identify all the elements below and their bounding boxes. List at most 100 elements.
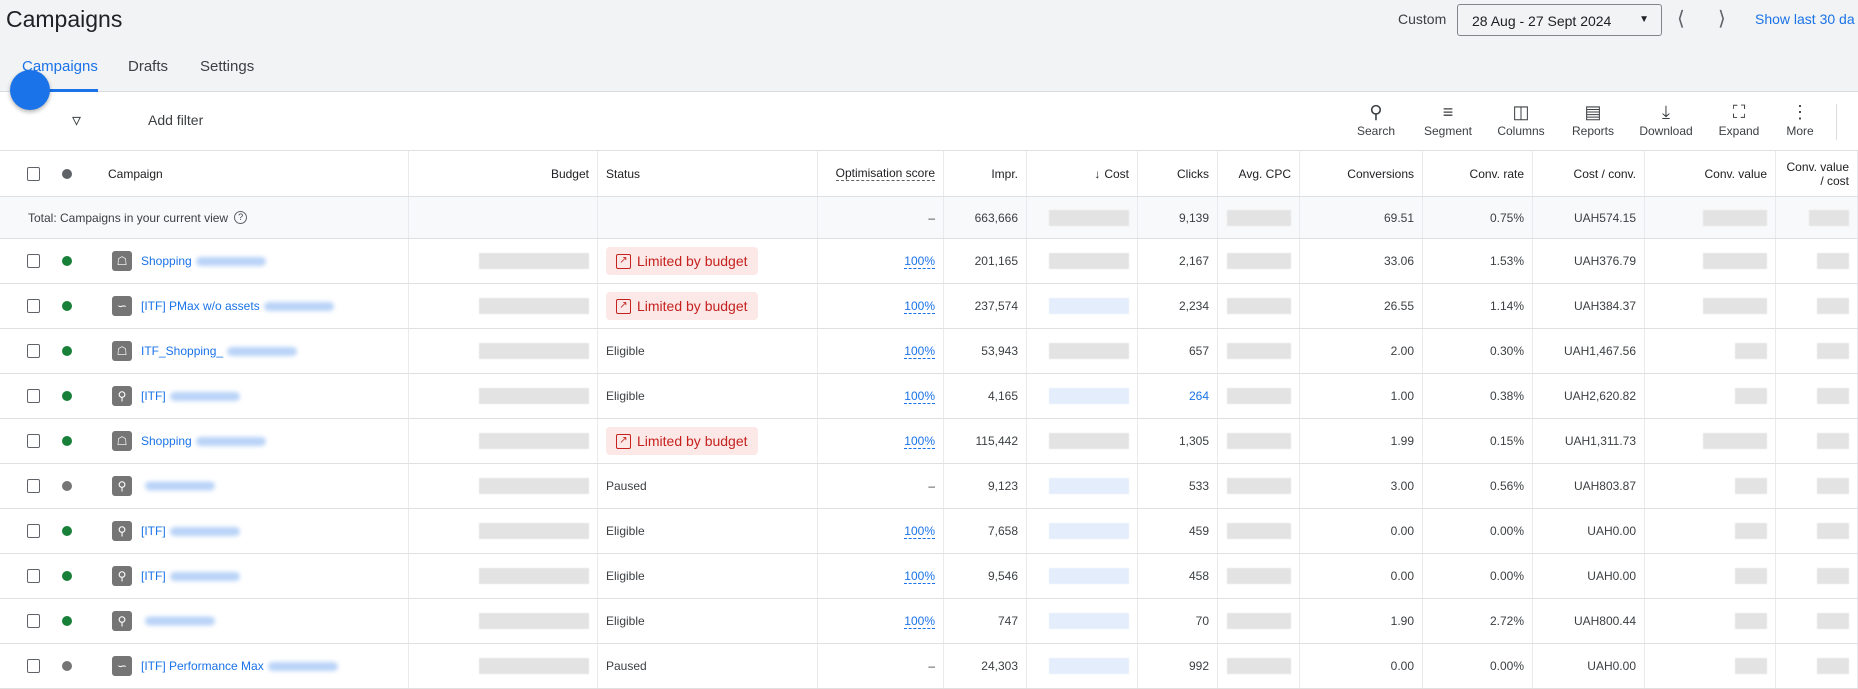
enabled-status-icon[interactable] — [62, 526, 72, 536]
row-checkbox[interactable] — [27, 389, 40, 403]
limited-by-budget-badge[interactable]: ↗ Limited by budget — [606, 247, 758, 275]
next-period-icon[interactable]: ⟩ — [1718, 8, 1726, 30]
header-avg-cpc[interactable]: Avg. CPC — [1218, 151, 1300, 196]
create-button[interactable] — [10, 70, 50, 110]
clicks-cell: 2,167 — [1138, 239, 1218, 283]
header-campaign[interactable]: Campaign — [0, 151, 409, 196]
conv-value-cell — [1645, 284, 1776, 328]
previous-period-icon[interactable]: ⟨ — [1677, 8, 1685, 30]
row-checkbox[interactable] — [27, 524, 40, 538]
enabled-status-icon[interactable] — [62, 616, 72, 626]
more-button[interactable]: ⋮ More — [1765, 100, 1835, 138]
optimisation-score-link[interactable]: 100% — [904, 253, 935, 269]
campaign-name-link[interactable]: [ITF] — [141, 569, 240, 583]
tab-settings[interactable]: Settings — [200, 58, 255, 75]
cost-cell — [1027, 419, 1138, 463]
optimisation-score-link[interactable]: 100% — [904, 433, 935, 449]
header-impr[interactable]: Impr. — [944, 151, 1027, 196]
row-checkbox[interactable] — [27, 434, 40, 448]
campaign-name-link[interactable]: [ITF] — [141, 524, 240, 538]
enabled-status-icon[interactable] — [62, 391, 72, 401]
row-checkbox[interactable] — [27, 344, 40, 358]
help-icon[interactable]: ? — [234, 211, 248, 224]
conv-rate-cell: 0.15% — [1423, 419, 1533, 463]
expand-button[interactable]: ⛶ Expand — [1704, 100, 1774, 138]
row-checkbox[interactable] — [27, 479, 40, 493]
cost-cell — [1027, 644, 1138, 688]
conv-value-cell — [1645, 329, 1776, 373]
date-range-picker[interactable]: 28 Aug - 27 Sept 2024 ▼ — [1457, 4, 1662, 36]
paused-status-icon[interactable] — [62, 661, 72, 671]
select-all-checkbox[interactable] — [27, 166, 40, 181]
campaign-name-link[interactable]: [ITF] Performance Max — [141, 659, 338, 673]
reports-button[interactable]: ▤ Reports — [1558, 100, 1628, 138]
enabled-status-icon[interactable] — [62, 301, 72, 311]
paused-status-icon[interactable] — [62, 481, 72, 491]
enabled-status-icon[interactable] — [62, 346, 72, 356]
enabled-status-icon[interactable] — [62, 256, 72, 266]
header-conv-value[interactable]: Conv. value — [1645, 151, 1776, 196]
download-button[interactable]: ⤓ Download — [1631, 100, 1701, 138]
optimisation-score-link[interactable]: 100% — [904, 388, 935, 404]
more-icon: ⋮ — [1791, 102, 1809, 122]
campaign-name-link[interactable] — [141, 481, 215, 491]
row-checkbox[interactable] — [27, 299, 40, 313]
impr-cell: 9,546 — [944, 554, 1027, 598]
campaign-cell: ⚲ [ITF] — [0, 374, 409, 418]
limited-by-budget-badge[interactable]: ↗ Limited by budget — [606, 292, 758, 320]
campaign-cell: ⚲ [ITF] — [0, 509, 409, 553]
row-checkbox[interactable] — [27, 569, 40, 583]
header-conv-rate[interactable]: Conv. rate — [1423, 151, 1533, 196]
header-conversions[interactable]: Conversions — [1300, 151, 1423, 196]
status-text: Limited by budget — [637, 433, 748, 449]
header-cost[interactable]: ↓ Cost — [1027, 151, 1138, 196]
campaign-name-link[interactable] — [141, 616, 215, 626]
show-last-30-days-link[interactable]: Show last 30 da — [1755, 11, 1855, 27]
optimisation-score-link[interactable]: 100% — [904, 613, 935, 629]
clicks-cell[interactable]: 264 — [1138, 374, 1218, 418]
enabled-status-icon[interactable] — [62, 436, 72, 446]
campaigns-table: Campaign Budget Status Optimisation scor… — [0, 150, 1858, 689]
optimisation-cell: 100% — [818, 284, 944, 328]
total-status — [598, 197, 818, 238]
filter-icon[interactable]: ▿ — [72, 110, 82, 130]
columns-button[interactable]: ◫ Columns — [1486, 100, 1556, 138]
impr-cell: 53,943 — [944, 329, 1027, 373]
conv-rate-cell: 0.00% — [1423, 509, 1533, 553]
budget-cell — [409, 644, 598, 688]
avg-cpc-cell — [1218, 509, 1300, 553]
segment-button[interactable]: ≡ Segment — [1413, 100, 1483, 138]
campaign-name-link[interactable]: Shopping — [141, 254, 266, 268]
conv-rate-cell: 0.00% — [1423, 554, 1533, 598]
campaign-name-link[interactable]: [ITF] PMax w/o assets — [141, 299, 334, 313]
row-checkbox[interactable] — [27, 614, 40, 628]
search-button[interactable]: ⚲ Search — [1341, 100, 1411, 138]
tab-campaigns[interactable]: Campaigns — [22, 58, 98, 92]
header-clicks[interactable]: Clicks — [1138, 151, 1218, 196]
tab-drafts[interactable]: Drafts — [128, 58, 169, 75]
optimisation-score-link[interactable]: 100% — [904, 523, 935, 539]
add-filter-button[interactable]: Add filter — [148, 112, 204, 128]
optimisation-score-link[interactable]: 100% — [904, 298, 935, 314]
row-checkbox[interactable] — [27, 659, 40, 673]
campaign-name: [ITF] Performance Max — [141, 659, 264, 673]
campaign-name-link[interactable]: [ITF] — [141, 389, 240, 403]
row-checkbox[interactable] — [27, 254, 40, 268]
header-cost-conv[interactable]: Cost / conv. — [1533, 151, 1645, 196]
optimisation-score-link[interactable]: 100% — [904, 343, 935, 359]
enabled-status-icon[interactable] — [62, 571, 72, 581]
table-row: ⚲ Paused – 9,123 533 3.00 0.56% UAH803.8… — [0, 464, 1858, 509]
search-campaign-icon: ⚲ — [112, 566, 132, 586]
campaign-name-link[interactable]: ITF_Shopping_ — [141, 344, 298, 358]
optimisation-score-link[interactable]: 100% — [904, 568, 935, 584]
header-budget[interactable]: Budget — [409, 151, 598, 196]
header-optimisation-score[interactable]: Optimisation score — [818, 151, 944, 196]
header-conv-value-cost[interactable]: Conv. value / cost — [1776, 151, 1858, 196]
date-range-label: Custom — [1398, 11, 1447, 27]
header-status[interactable]: Status — [598, 151, 818, 196]
total-conv-value — [1645, 197, 1776, 238]
clicks-cell: 1,305 — [1138, 419, 1218, 463]
campaign-name-link[interactable]: Shopping — [141, 434, 266, 448]
search-icon: ⚲ — [1369, 102, 1383, 122]
limited-by-budget-badge[interactable]: ↗ Limited by budget — [606, 427, 758, 455]
